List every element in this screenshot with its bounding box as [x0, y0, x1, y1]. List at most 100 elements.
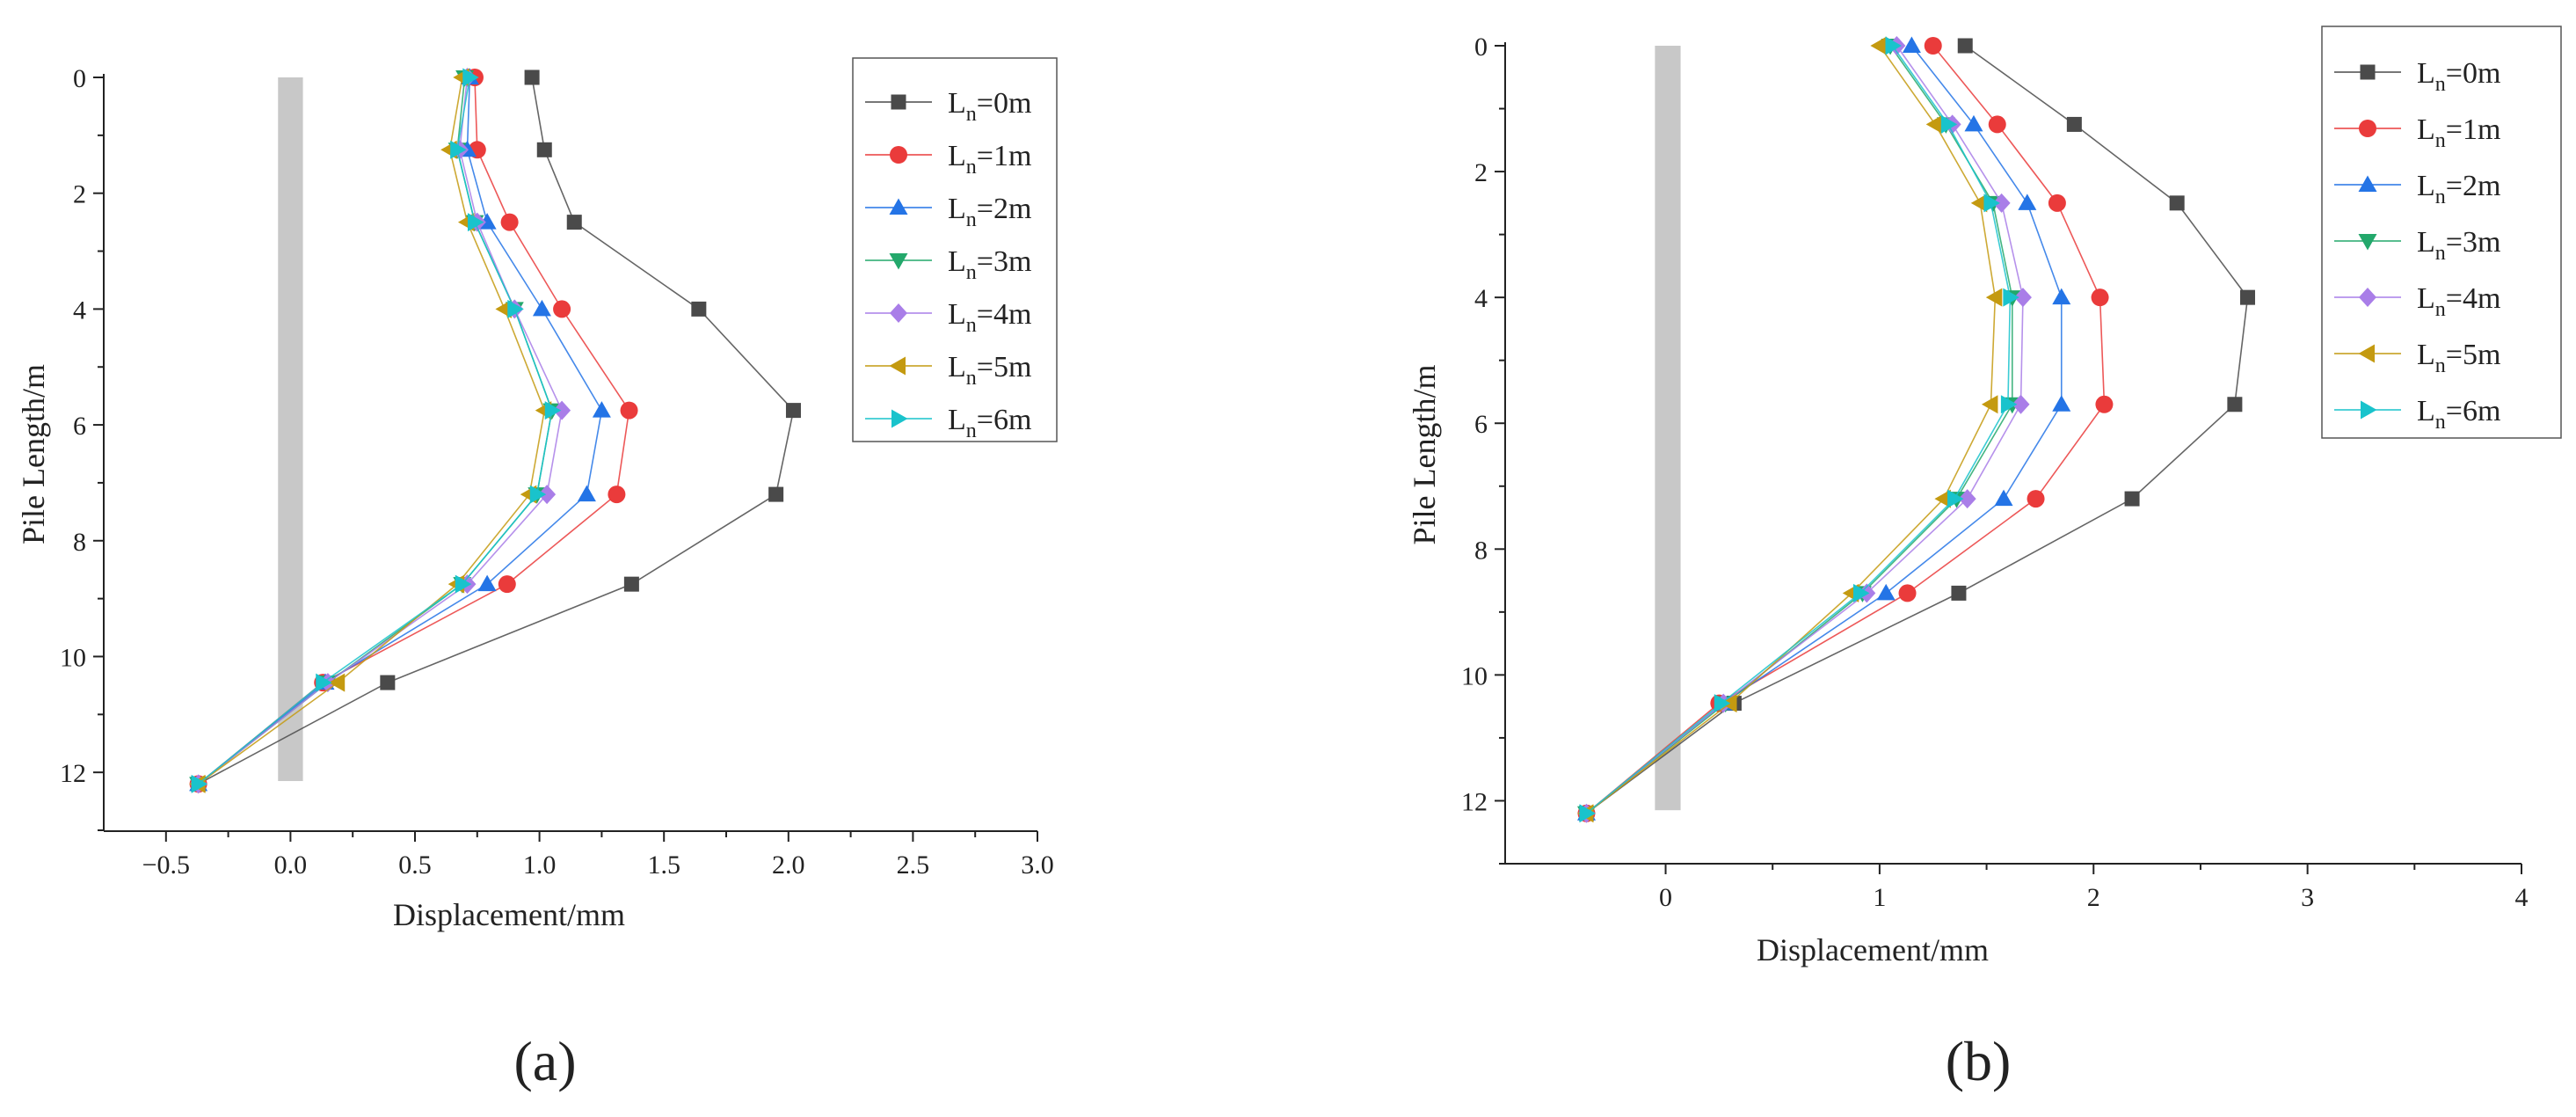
legend-label-subscript: n [2435, 411, 2446, 434]
data-point [592, 401, 611, 418]
x-tick-label: 1.0 [523, 851, 557, 880]
legend-item: Ln=0m [2334, 57, 2500, 96]
series-2m [1576, 36, 2071, 821]
legend-swatch-marker [2358, 234, 2377, 251]
data-point [1870, 36, 1887, 55]
y-tick-label: 4 [1474, 284, 1488, 313]
data-point [532, 299, 551, 317]
x-tick-label: 2.5 [897, 851, 930, 880]
legend-item: Ln=1m [2334, 113, 2500, 152]
legend-label: Ln=3m [2417, 226, 2500, 265]
data-point [529, 485, 547, 504]
y-tick-label: 2 [73, 180, 86, 209]
series-line [1585, 45, 2013, 814]
data-point [1947, 489, 1964, 508]
data-point [462, 68, 479, 87]
data-point [1957, 38, 1973, 54]
x-axis-label: Displacement/mm [393, 897, 625, 932]
legend-label: Ln=1m [2417, 113, 2500, 152]
data-point [2095, 395, 2114, 413]
data-point [768, 486, 784, 502]
data-point [1994, 489, 2013, 507]
data-point [553, 300, 571, 318]
series-3m [189, 70, 562, 793]
data-point [500, 213, 519, 231]
series-2m [189, 68, 611, 792]
pile-band [278, 77, 303, 782]
legend-item: Ln=2m [865, 193, 1031, 231]
legend-label-suffix: =6m [2446, 395, 2501, 427]
legend-label: Ln=0m [948, 87, 1031, 126]
data-point [566, 215, 582, 230]
data-point [2003, 288, 2019, 307]
legend-item: Ln=2m [2334, 170, 2500, 208]
series-1m [189, 69, 638, 793]
data-point [1940, 114, 1958, 134]
data-point [1924, 37, 1942, 55]
data-point [2066, 116, 2082, 132]
legend-label-subscript: n [966, 103, 977, 126]
legend-label: Ln=4m [2417, 282, 2500, 321]
data-point [2000, 395, 2018, 414]
legend-item: Ln=6m [2334, 395, 2500, 434]
data-point [1985, 288, 2003, 307]
y-axis-label: Pile Length/m [16, 364, 51, 544]
legend-swatch-marker [2360, 64, 2376, 80]
legend-label: Ln=5m [2417, 339, 2500, 377]
legend-label-main: L [948, 193, 966, 225]
y-tick-label: 6 [73, 412, 86, 441]
legend-item: Ln=5m [865, 351, 1031, 390]
legend-label: Ln=2m [948, 193, 1031, 231]
y-tick-label: 0 [1474, 33, 1488, 62]
x-tick-label: 0.0 [274, 851, 308, 880]
y-tick-label: 12 [1461, 787, 1488, 816]
series-line [1585, 45, 1997, 814]
y-tick-label: 6 [1474, 410, 1488, 439]
series-line [198, 77, 553, 785]
x-tick-label: −0.5 [142, 851, 190, 880]
data-point [1970, 193, 1988, 213]
series-6m [191, 68, 562, 793]
x-tick-label: 1.5 [647, 851, 680, 880]
y-tick-label: 4 [73, 296, 86, 325]
data-point [1951, 585, 1967, 601]
legend-label-main: L [2417, 282, 2435, 315]
data-point [1885, 36, 1902, 55]
series-line [1585, 45, 2024, 814]
legend-label-suffix: =4m [2446, 282, 2501, 315]
legend-label-subscript: n [966, 261, 977, 284]
y-tick-label: 10 [60, 643, 86, 672]
legend-label-main: L [948, 351, 966, 383]
data-point [2052, 395, 2071, 412]
data-point [524, 69, 540, 85]
legend-label-main: L [948, 87, 966, 120]
legend-swatch-marker [891, 94, 906, 110]
legend-label-suffix: =2m [2446, 170, 2501, 202]
data-point [1876, 583, 1896, 601]
data-point [620, 401, 638, 420]
legend-label-subscript: n [2435, 129, 2446, 152]
legend-label: Ln=1m [948, 140, 1031, 179]
data-point [1714, 694, 1731, 713]
y-tick-label: 0 [73, 64, 86, 93]
legend-box [2321, 26, 2562, 439]
x-tick-label: 4 [2515, 883, 2529, 912]
data-point [191, 774, 208, 793]
x-tick-label: 0.5 [398, 851, 432, 880]
legend-swatch-marker [2361, 400, 2377, 420]
legend-label-main: L [948, 245, 966, 278]
series-6m [1579, 36, 2019, 823]
data-point [577, 485, 596, 502]
data-point [1902, 36, 1921, 53]
legend-label-suffix: =1m [977, 140, 1032, 172]
data-point [2027, 490, 2045, 508]
legend-label-subscript: n [2435, 186, 2446, 208]
legend-label-main: L [2417, 57, 2435, 90]
pile-band [1655, 46, 1681, 811]
y-tick-label: 2 [1474, 158, 1488, 187]
